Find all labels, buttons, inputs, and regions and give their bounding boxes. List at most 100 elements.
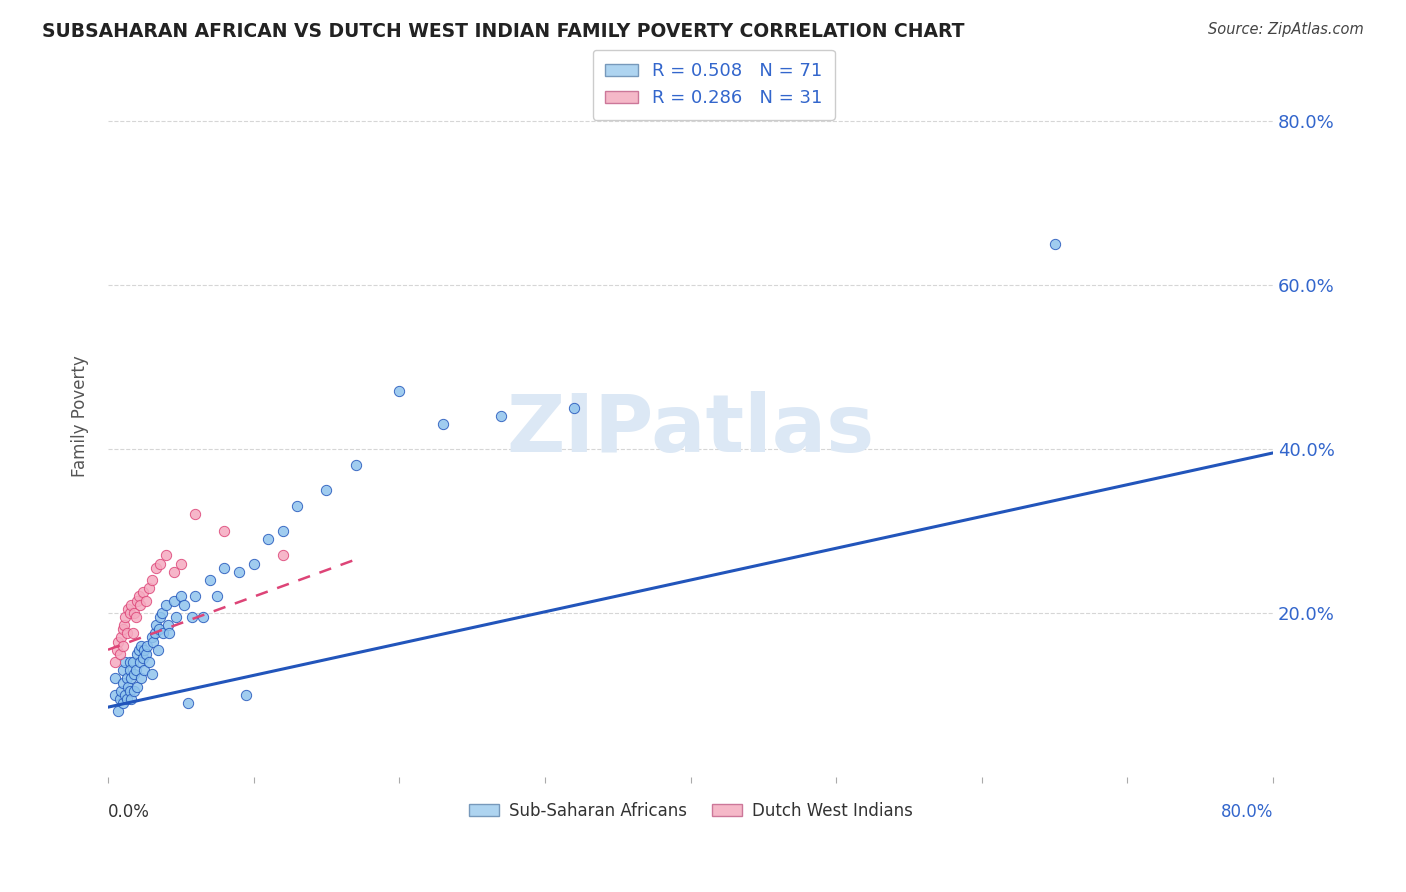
Point: [108, 692, 131, 706]
Point: [108, 647, 131, 661]
Point: [156, 618, 179, 632]
Point: [131, 639, 153, 653]
Point: [134, 642, 156, 657]
Text: ZIPatlas: ZIPatlas: [506, 392, 875, 469]
Text: 80.0%: 80.0%: [1220, 803, 1272, 821]
Point: [141, 631, 163, 645]
Point: [127, 647, 149, 661]
Text: Source: ZipAtlas.com: Source: ZipAtlas.com: [1208, 22, 1364, 37]
Point: [145, 618, 167, 632]
Point: [114, 688, 136, 702]
Point: [165, 610, 187, 624]
Point: [489, 409, 512, 423]
Point: [235, 688, 257, 702]
Point: [149, 557, 172, 571]
Point: [105, 642, 128, 657]
Point: [121, 655, 143, 669]
Point: [107, 704, 129, 718]
Point: [107, 634, 129, 648]
Point: [141, 667, 163, 681]
Point: [150, 606, 173, 620]
Point: [129, 655, 152, 669]
Point: [132, 651, 155, 665]
Point: [110, 631, 132, 645]
Point: [162, 593, 184, 607]
Point: [134, 663, 156, 677]
Point: [129, 598, 152, 612]
Point: [112, 618, 135, 632]
Point: [118, 655, 141, 669]
Point: [138, 581, 160, 595]
Text: SUBSAHARAN AFRICAN VS DUTCH WEST INDIAN FAMILY POVERTY CORRELATION CHART: SUBSAHARAN AFRICAN VS DUTCH WEST INDIAN …: [42, 22, 965, 41]
Point: [149, 610, 172, 624]
Point: [184, 590, 207, 604]
Point: [228, 565, 250, 579]
Point: [115, 626, 138, 640]
Point: [562, 401, 585, 415]
Point: [118, 606, 141, 620]
Point: [121, 626, 143, 640]
Point: [432, 417, 454, 432]
Point: [104, 672, 127, 686]
Point: [170, 590, 193, 604]
Point: [127, 593, 149, 607]
Point: [128, 642, 150, 657]
Point: [214, 524, 236, 538]
Point: [110, 683, 132, 698]
Point: [271, 524, 294, 538]
Point: [173, 598, 195, 612]
Point: [132, 585, 155, 599]
Point: [142, 634, 165, 648]
Point: [115, 692, 138, 706]
Point: [388, 384, 411, 399]
Point: [271, 549, 294, 563]
Point: [120, 672, 142, 686]
Point: [177, 696, 200, 710]
Point: [162, 565, 184, 579]
Point: [135, 593, 157, 607]
Point: [117, 601, 139, 615]
Text: 0.0%: 0.0%: [108, 803, 150, 821]
Point: [114, 655, 136, 669]
Point: [111, 622, 134, 636]
Point: [131, 672, 153, 686]
Point: [257, 532, 280, 546]
Point: [127, 680, 149, 694]
Point: [118, 683, 141, 698]
Point: [122, 606, 145, 620]
Point: [111, 675, 134, 690]
Point: [111, 663, 134, 677]
Point: [344, 458, 367, 473]
Point: [111, 696, 134, 710]
Point: [135, 647, 157, 661]
Point: [141, 573, 163, 587]
Point: [120, 598, 142, 612]
Point: [136, 639, 159, 653]
Legend: Sub-Saharan Africans, Dutch West Indians: Sub-Saharan Africans, Dutch West Indians: [463, 795, 920, 826]
Point: [115, 672, 138, 686]
Point: [157, 626, 180, 640]
Point: [118, 663, 141, 677]
Point: [143, 626, 166, 640]
Point: [117, 680, 139, 694]
Point: [146, 642, 169, 657]
Point: [170, 557, 193, 571]
Point: [114, 610, 136, 624]
Point: [205, 590, 228, 604]
Point: [122, 667, 145, 681]
Point: [104, 688, 127, 702]
Point: [214, 560, 236, 574]
Point: [122, 683, 145, 698]
Point: [155, 598, 177, 612]
Point: [152, 626, 174, 640]
Point: [181, 610, 204, 624]
Point: [148, 622, 170, 636]
Point: [124, 610, 146, 624]
Y-axis label: Family Poverty: Family Poverty: [72, 355, 89, 477]
Point: [104, 655, 127, 669]
Point: [128, 590, 150, 604]
Point: [198, 573, 221, 587]
Point: [155, 549, 177, 563]
Point: [1043, 236, 1066, 251]
Point: [124, 663, 146, 677]
